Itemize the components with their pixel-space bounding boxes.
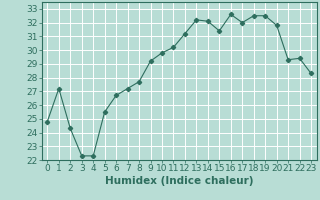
X-axis label: Humidex (Indice chaleur): Humidex (Indice chaleur) [105, 176, 253, 186]
